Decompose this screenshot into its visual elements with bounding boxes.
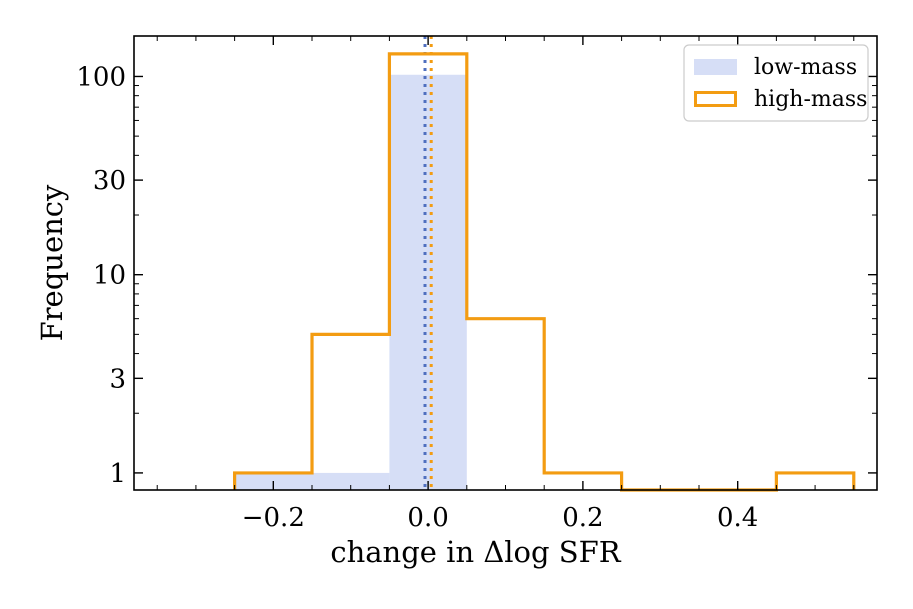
plot-layer xyxy=(233,36,856,492)
legend-swatch-high-mass xyxy=(694,91,737,107)
y-tick-label: 3 xyxy=(109,364,126,394)
tick-layer xyxy=(133,35,878,491)
legend-label-low-mass: low-mass xyxy=(754,55,857,80)
x-tick-label: 0.2 xyxy=(562,503,603,533)
y-tick-label: 100 xyxy=(76,62,126,92)
x-axis-label: change in Δlog SFR xyxy=(330,535,621,569)
y-tick-label: 30 xyxy=(93,166,126,196)
y-tick-label: 1 xyxy=(109,459,126,489)
step-outline-high-mass xyxy=(233,52,856,492)
x-tick-label: 0.0 xyxy=(407,503,448,533)
legend-swatch-low-mass xyxy=(694,59,737,75)
bar-low-mass-2 xyxy=(389,74,467,490)
bar-low-mass-1 xyxy=(312,472,390,490)
y-tick-label: 10 xyxy=(93,261,126,291)
x-tick-label: 0.4 xyxy=(717,503,758,533)
legend-label-high-mass: high-mass xyxy=(754,87,867,112)
x-tick-label: −0.2 xyxy=(242,503,305,533)
legend: low-mass high-mass xyxy=(683,44,869,122)
label-layer: −0.2 0.0 0.2 0.4 1 3 10 30 100 change in Δlog SFR… xyxy=(35,62,758,569)
y-axis-label: Frequency xyxy=(35,184,69,341)
